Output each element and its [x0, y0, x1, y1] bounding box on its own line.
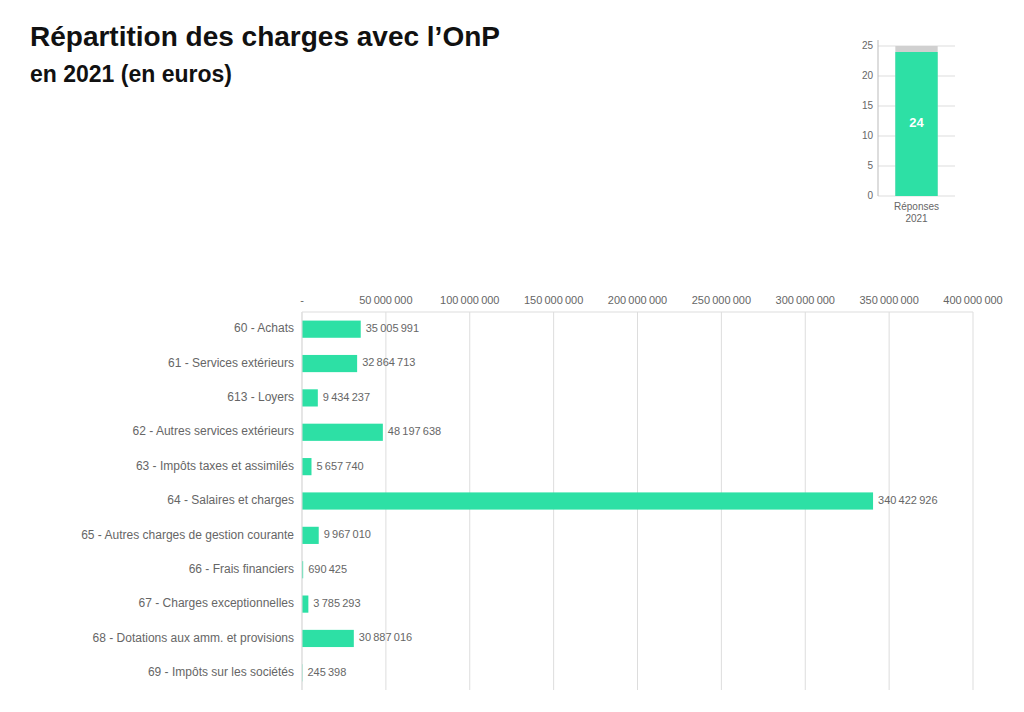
- tick-label: -: [300, 294, 304, 306]
- inset-labels: 24 Réponses2021: [894, 115, 939, 224]
- chart: Répartition des charges avec l’OnP en 202…: [0, 0, 1024, 712]
- category-label: 61 - Services extérieurs: [168, 356, 294, 370]
- zero-line: [302, 312, 303, 690]
- inset-tick-label: 15: [862, 100, 874, 111]
- bar: [302, 492, 873, 509]
- tick-label: 250 000 000: [692, 294, 751, 306]
- data-label: 5 657 740: [316, 460, 363, 472]
- inset-tick-label: 10: [862, 130, 874, 141]
- tick-label: 100 000 000: [440, 294, 499, 306]
- category-label: 64 - Salaires et charges: [167, 493, 294, 507]
- bars: [302, 321, 873, 682]
- bar: [302, 355, 357, 372]
- category-label: 66 - Frais financiers: [189, 562, 294, 576]
- tick-label: 350 000 000: [859, 294, 918, 306]
- category-label: 63 - Impôts taxes et assimilés: [136, 459, 294, 473]
- inset-category-line: Réponses: [894, 201, 939, 212]
- data-label: 30 887 016: [359, 631, 412, 643]
- grid-line: [302, 312, 303, 690]
- category-label: 613 - Loyers: [227, 390, 294, 404]
- data-label: 35 005 991: [366, 322, 419, 334]
- bar: [302, 389, 318, 406]
- tick-label: 300 000 000: [776, 294, 835, 306]
- inset-category-label: Réponses2021: [894, 201, 939, 224]
- inset-tick-label: 5: [867, 160, 873, 171]
- tick-label: 400 000 000: [943, 294, 1002, 306]
- axis-line: [302, 312, 973, 313]
- inset-category-line: 2021: [905, 213, 928, 224]
- grid-line: [973, 312, 974, 690]
- data-label: 3 785 293: [313, 597, 360, 609]
- data-label: 32 864 713: [362, 356, 415, 368]
- inset-tick-label: 20: [862, 70, 874, 81]
- category-label: 69 - Impôts sur les sociétés: [148, 665, 294, 679]
- page: {"chart_data": [ {"type": "bar", "orient…: [0, 0, 1024, 712]
- y-axis: 60 - Achats 61 - Services extérieurs 613 -…: [81, 321, 294, 679]
- data-label: 48 197 638: [388, 425, 441, 437]
- data-label: 245 398: [307, 666, 346, 678]
- category-label: 65 - Autres charges de gestion courante: [81, 528, 294, 542]
- tick-label: 200 000 000: [608, 294, 667, 306]
- subtitle: en 2021 (en euros): [30, 61, 232, 87]
- data-label: 9 434 237: [323, 391, 370, 403]
- inset-y-axis: 0 5 10 15 20 25: [862, 40, 878, 201]
- bar: [302, 596, 308, 613]
- labels: 35 005 991 32 864 713 9 434 237 48 197 638 5…: [307, 322, 937, 678]
- data-label: 340 422 926: [878, 494, 937, 506]
- bar: [302, 424, 383, 441]
- tick-label: 50 000 000: [359, 294, 412, 306]
- category-label: 67 - Charges exceptionnelles: [139, 596, 294, 610]
- category-label: 62 - Autres services extérieurs: [133, 424, 294, 438]
- title: Répartition des charges avec l’OnP: [30, 21, 500, 52]
- inset-bar: [895, 46, 937, 196]
- bar: [302, 458, 311, 475]
- data-label: 690 425: [308, 563, 347, 575]
- inset-bar: [895, 52, 937, 196]
- inset-tick-label: 0: [867, 190, 873, 201]
- bar: [302, 527, 319, 544]
- category-label: 68 - Dotations aux amm. et provisions: [93, 631, 294, 645]
- inset-data-label: 24: [909, 115, 924, 130]
- x-axis: - 50 000 000 100 000 000 150 000 000 200 000…: [300, 294, 1003, 312]
- category-label: 60 - Achats: [234, 321, 294, 335]
- inset-tick-label: 25: [862, 40, 874, 51]
- bar: [302, 321, 361, 338]
- grid: [302, 312, 973, 690]
- bar: [302, 630, 354, 647]
- inset-grid: [878, 46, 955, 196]
- inset-bars: [895, 46, 937, 196]
- data-label: 9 967 010: [324, 528, 371, 540]
- tick-label: 150 000 000: [524, 294, 583, 306]
- inset-axis-line: [878, 40, 879, 196]
